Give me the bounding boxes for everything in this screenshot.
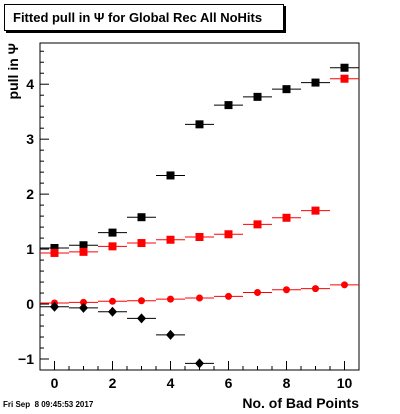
y-tick-label: −1 <box>18 351 34 367</box>
data-point <box>50 243 59 252</box>
data-point <box>283 286 290 294</box>
data-point <box>50 301 59 312</box>
x-tick-label: 8 <box>283 375 291 391</box>
data-point <box>311 78 320 87</box>
y-tick-label: 0 <box>26 296 34 312</box>
x-tick-label: 6 <box>225 375 233 391</box>
data-point <box>195 120 204 129</box>
data-point <box>225 292 232 300</box>
data-point <box>341 281 348 289</box>
data-point <box>166 329 175 340</box>
data-point <box>109 297 116 305</box>
data-point <box>253 220 262 229</box>
plot-frame <box>39 42 360 371</box>
data-point <box>282 213 291 222</box>
data-point <box>282 85 291 94</box>
data-point <box>137 313 146 324</box>
data-point <box>195 233 204 242</box>
data-point <box>167 295 174 303</box>
data-point <box>224 230 233 239</box>
y-axis-title: pull in Ψ <box>5 43 21 99</box>
data-point <box>195 358 204 369</box>
y-tick-label: 1 <box>26 241 34 257</box>
data-point <box>137 239 146 248</box>
y-tick-label: 3 <box>26 131 34 147</box>
x-tick-label: 0 <box>51 375 59 391</box>
data-point <box>196 294 203 302</box>
data-point <box>254 289 261 297</box>
data-point <box>340 74 349 83</box>
data-point <box>224 101 233 110</box>
timestamp-footer: Fri Sep 8 09:45:53 2017 <box>3 400 94 409</box>
data-point <box>108 228 117 237</box>
title-box: Fitted pull in Ψ for Global Rec All NoHi… <box>4 4 284 31</box>
data-point <box>108 306 117 317</box>
y-tick-label: 2 <box>26 186 34 202</box>
data-point <box>311 206 320 215</box>
data-point <box>79 302 88 313</box>
data-point <box>137 213 146 222</box>
x-tick-label: 10 <box>337 375 353 391</box>
x-tick-label: 2 <box>109 375 117 391</box>
data-point <box>138 297 145 305</box>
data-point <box>166 171 175 180</box>
data-point <box>312 285 319 293</box>
data-point <box>108 242 117 251</box>
y-tick-label: 4 <box>26 76 34 92</box>
data-point <box>79 241 88 250</box>
x-axis-title: No. of Bad Points <box>242 395 359 411</box>
data-point <box>166 235 175 244</box>
data-point <box>253 92 262 101</box>
data-point <box>79 247 88 256</box>
chart-title: Fitted pull in Ψ for Global Rec All NoHi… <box>13 10 263 25</box>
data-point <box>340 63 349 72</box>
data-point <box>50 248 59 257</box>
x-tick-label: 4 <box>167 375 175 391</box>
data-point <box>80 298 87 306</box>
